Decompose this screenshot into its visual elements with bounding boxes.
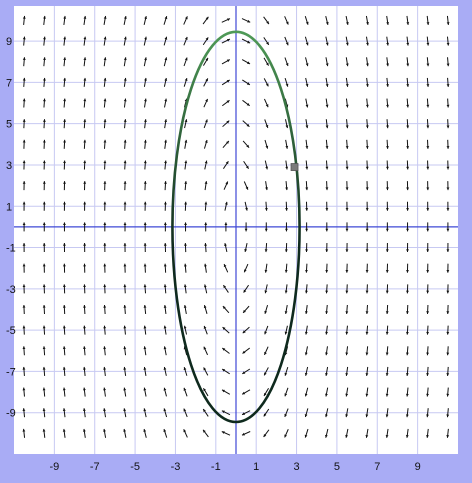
x-tick-label: 5	[334, 461, 340, 473]
x-tick-label: -3	[171, 461, 181, 473]
y-tick-label: 7	[6, 77, 12, 89]
y-tick-label: 1	[6, 201, 12, 213]
y-tick-label: -3	[6, 284, 16, 296]
x-tick-label: -9	[49, 461, 59, 473]
y-tick-label: 9	[6, 36, 12, 48]
x-tick-label: 9	[415, 461, 421, 473]
start-point-marker	[291, 164, 298, 171]
y-tick-label: 5	[6, 119, 12, 131]
y-tick-label: -5	[6, 325, 16, 337]
x-tick-label: 7	[374, 461, 380, 473]
y-tick-label: -1	[6, 243, 16, 255]
x-tick-label: -7	[90, 461, 100, 473]
y-tick-label: 3	[6, 160, 12, 172]
y-tick-label: -9	[6, 408, 16, 420]
y-tick-label: -7	[6, 366, 16, 378]
x-tick-label: 3	[293, 461, 299, 473]
x-tick-label: 1	[253, 461, 259, 473]
x-tick-label: -5	[130, 461, 140, 473]
x-tick-label: -1	[211, 461, 221, 473]
